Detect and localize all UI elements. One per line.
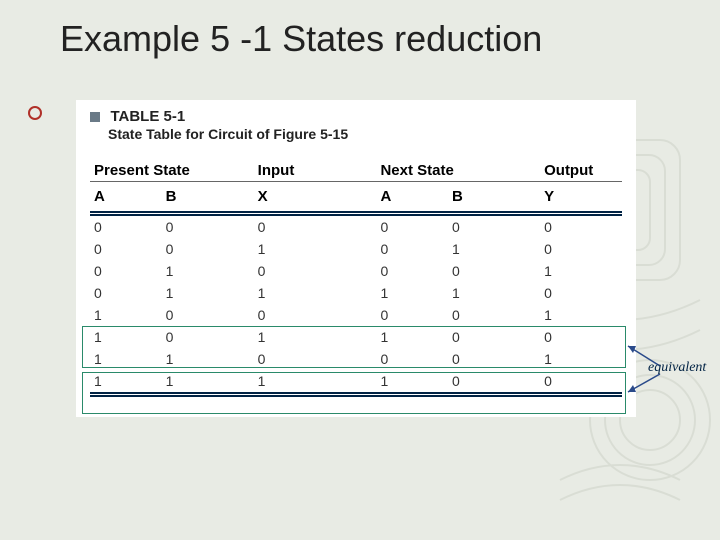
cell: 0 — [162, 326, 254, 348]
cell: 1 — [90, 326, 162, 348]
subheader-y: Y — [540, 182, 622, 212]
subheader-x: X — [254, 182, 377, 212]
cell: 1 — [376, 282, 448, 304]
cell: 0 — [540, 215, 622, 238]
equivalent-label: equivalent — [648, 360, 706, 376]
table-caption: TABLE 5-1 — [110, 108, 185, 125]
bullet-ring-icon — [28, 106, 42, 120]
table-row: 100001 — [90, 304, 622, 326]
cell: 0 — [448, 370, 540, 392]
cell: 0 — [254, 348, 377, 370]
cell: 0 — [90, 238, 162, 260]
cell: 0 — [90, 282, 162, 304]
cell: 1 — [376, 326, 448, 348]
cell: 0 — [90, 260, 162, 282]
cell: 1 — [540, 348, 622, 370]
header-input: Input — [254, 156, 377, 181]
cell: 0 — [448, 215, 540, 238]
table-row: 010001 — [90, 260, 622, 282]
cell: 0 — [540, 282, 622, 304]
cell: 1 — [448, 238, 540, 260]
cell: 1 — [162, 260, 254, 282]
cell: 0 — [540, 326, 622, 348]
cell: 1 — [254, 370, 377, 392]
table-row: 001010 — [90, 238, 622, 260]
table-sub-header: A B X A B Y — [90, 182, 622, 212]
cell: 1 — [162, 282, 254, 304]
table-subcaption: State Table for Circuit of Figure 5-15 — [108, 126, 622, 142]
cell: 0 — [254, 215, 377, 238]
cell: 0 — [376, 215, 448, 238]
table-row: 011110 — [90, 282, 622, 304]
cell: 0 — [162, 238, 254, 260]
cell: 0 — [254, 260, 377, 282]
cell: 1 — [254, 282, 377, 304]
header-output: Output — [540, 156, 622, 181]
cell: 0 — [448, 260, 540, 282]
slide-title: Example 5 -1 States reduction — [0, 0, 720, 60]
cell: 0 — [162, 304, 254, 326]
square-bullet-icon — [90, 112, 100, 122]
cell: 0 — [448, 348, 540, 370]
cell: 0 — [376, 238, 448, 260]
cell: 0 — [376, 348, 448, 370]
table-row: 111100 — [90, 370, 622, 392]
header-next-state: Next State — [376, 156, 540, 181]
cell: 0 — [448, 304, 540, 326]
cell: 1 — [254, 238, 377, 260]
cell: 0 — [540, 370, 622, 392]
table-row: 110001 — [90, 348, 622, 370]
subheader-a: A — [90, 182, 162, 212]
cell: 0 — [448, 326, 540, 348]
cell: 1 — [90, 348, 162, 370]
cell: 0 — [162, 215, 254, 238]
cell: 1 — [162, 370, 254, 392]
table: Present State Input Next State Output A … — [90, 156, 622, 397]
state-table: TABLE 5-1 State Table for Circuit of Fig… — [76, 100, 636, 417]
cell: 0 — [90, 215, 162, 238]
cell: 1 — [540, 304, 622, 326]
table-group-header: Present State Input Next State Output — [90, 156, 622, 181]
table-row: 000000 — [90, 215, 622, 238]
cell: 0 — [376, 304, 448, 326]
cell: 1 — [448, 282, 540, 304]
cell: 1 — [162, 348, 254, 370]
subheader-nb: B — [448, 182, 540, 212]
cell: 1 — [254, 326, 377, 348]
cell: 1 — [376, 370, 448, 392]
cell: 0 — [376, 260, 448, 282]
cell: 1 — [540, 260, 622, 282]
subheader-na: A — [376, 182, 448, 212]
header-present-state: Present State — [90, 156, 254, 181]
subheader-b: B — [162, 182, 254, 212]
cell: 0 — [540, 238, 622, 260]
cell: 1 — [90, 304, 162, 326]
cell: 0 — [254, 304, 377, 326]
cell: 1 — [90, 370, 162, 392]
table-row: 101100 — [90, 326, 622, 348]
